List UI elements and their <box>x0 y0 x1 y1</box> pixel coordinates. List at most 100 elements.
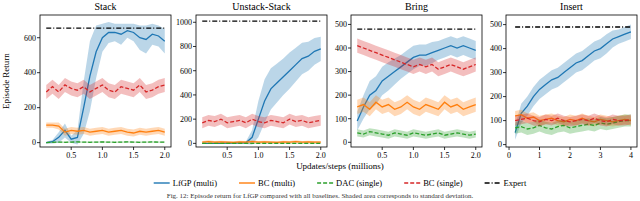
y-tick-label: 300 <box>335 67 347 76</box>
y-tick-label: 100 <box>335 115 347 124</box>
x-tick-label: 1.0 <box>253 151 263 160</box>
x-tick <box>164 147 165 150</box>
caption: Fig. 12: Episode return for LfGP compare… <box>167 192 474 200</box>
std-band <box>46 141 165 143</box>
std-band <box>202 37 321 145</box>
x-tick-label: 1.5 <box>440 151 450 160</box>
panel: LfGP (multi)BC (multi) DAC (single) BC (si… <box>1 1 171 160</box>
y-tick-label: 200 <box>24 103 36 112</box>
legend-item: BC (multi) <box>239 178 295 188</box>
y-tick <box>348 118 351 119</box>
series-line: BC (multi) <box>46 125 165 133</box>
panel-title: Stack <box>94 1 116 12</box>
y-tick-label: 200 <box>180 115 192 124</box>
x-tick <box>258 147 259 150</box>
x-tick-label: 2.0 <box>471 151 481 160</box>
y-tick-label: 200 <box>490 92 502 101</box>
x-tick-label: 2.0 <box>160 151 170 160</box>
std-band <box>46 123 165 137</box>
y-tick-label: 0 <box>498 140 502 149</box>
y-tick <box>348 142 351 143</box>
std-band <box>46 22 165 144</box>
x-tick <box>227 147 228 150</box>
x-tick <box>475 147 476 150</box>
y-tick-label: 0 <box>188 139 192 148</box>
y-tick <box>193 94 196 95</box>
std-band <box>515 25 631 140</box>
legend-label: BC (multi) <box>258 178 295 188</box>
x-tick <box>509 147 510 150</box>
panel-title: Insert <box>560 1 583 12</box>
legend-item: BC (single) <box>404 178 463 188</box>
y-tick <box>193 46 196 47</box>
x-tick <box>71 147 72 150</box>
y-tick-label: 600 <box>24 34 36 43</box>
x-tick <box>444 147 445 150</box>
panel: LfGP (multi)BC (multi)DAC (single)BC (si… <box>335 1 482 160</box>
std-band <box>515 113 631 126</box>
x-tick <box>630 147 631 150</box>
series-line: BC (single) <box>515 118 631 122</box>
panel: LfGP (multi)BC (multi)DAC (single) BC (si… <box>176 1 327 160</box>
y-tick-label: 400 <box>335 44 347 53</box>
figure: LfGP (multi)BC (multi)DAC (single)BC (si… <box>0 0 640 201</box>
x-axis-label: Updates/steps (millions) <box>296 161 384 171</box>
series-line: LfGP (multi) <box>515 32 631 133</box>
y-tick <box>348 48 351 49</box>
y-tick-label: 1000 <box>176 18 192 27</box>
x-tick <box>569 147 570 150</box>
series-line: DAC (single) <box>357 132 476 136</box>
y-tick <box>193 119 196 120</box>
plot-area: LfGP (multi)BC (multi)DAC (single)BC (si… <box>357 29 476 139</box>
std-band <box>357 128 476 139</box>
x-tick <box>413 147 414 150</box>
y-tick-label: 400 <box>490 44 502 53</box>
y-tick <box>503 24 506 25</box>
y-tick <box>503 96 506 97</box>
x-tick <box>102 147 103 150</box>
y-tick-label: 400 <box>180 91 192 100</box>
x-tick <box>382 147 383 150</box>
x-tick-label: 0 <box>507 151 511 160</box>
x-tick-label: 0.5 <box>377 151 387 160</box>
legend-label: BC (single) <box>423 178 463 188</box>
legend-swatch <box>404 182 420 183</box>
y-tick-label: 0 <box>343 138 347 147</box>
legend-item: DAC (single) <box>317 178 382 188</box>
series-line: BC (single) <box>202 119 321 123</box>
y-tick <box>348 24 351 25</box>
series-line: LfGP (multi) <box>202 49 321 143</box>
series-line: LfGP (multi) <box>46 31 165 143</box>
legend-swatch <box>485 182 501 183</box>
y-tick <box>193 70 196 71</box>
x-tick-label: 1.0 <box>97 151 107 160</box>
panel-title: Bring <box>405 1 428 12</box>
std-band <box>46 78 165 99</box>
legend-item: LfGP (multi) <box>154 178 217 188</box>
x-tick-label: 3 <box>598 151 602 160</box>
x-tick <box>320 147 321 150</box>
series-line: BC (single) <box>46 85 165 92</box>
panel-title: Unstack-Stack <box>232 1 290 12</box>
y-tick <box>348 71 351 72</box>
y-axis-label: Episode Return <box>1 53 11 109</box>
y-tick <box>37 37 40 38</box>
x-tick-label: 1.0 <box>408 151 418 160</box>
x-tick-label: 1 <box>538 151 542 160</box>
series-line: Expert <box>357 28 476 29</box>
legend-label: DAC (single) <box>336 178 382 188</box>
x-tick-label: 1.5 <box>285 151 295 160</box>
std-band <box>202 143 321 145</box>
std-band <box>202 140 321 143</box>
std-band <box>202 114 321 129</box>
y-tick <box>37 107 40 108</box>
x-tick-label: 0.5 <box>66 151 76 160</box>
series-line: BC (single) <box>357 46 476 70</box>
frame <box>40 15 171 147</box>
series-line: DAC (single) <box>46 141 165 143</box>
series-line: BC (multi) <box>202 141 321 143</box>
y-tick-label: 400 <box>24 68 36 77</box>
x-tick <box>539 147 540 150</box>
y-tick <box>503 48 506 49</box>
series-line: DAC (single) <box>202 143 321 144</box>
